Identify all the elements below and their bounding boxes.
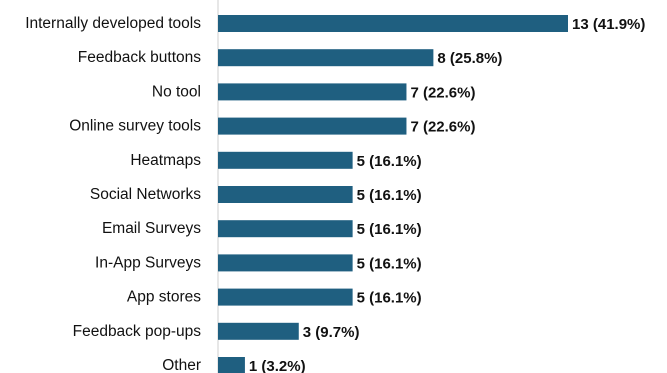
bar-social-networks <box>218 186 353 203</box>
category-label-app-stores: App stores <box>127 289 201 306</box>
data-label-internally-developed-tools: 13 (41.9%) <box>572 16 645 33</box>
data-label-no-tool: 7 (22.6%) <box>410 84 475 101</box>
category-label-feedback-buttons: Feedback buttons <box>78 49 201 66</box>
category-label-no-tool: No tool <box>152 83 201 100</box>
data-label-heatmaps: 5 (16.1%) <box>357 153 422 170</box>
data-label-social-networks: 5 (16.1%) <box>357 187 422 204</box>
data-label-app-stores: 5 (16.1%) <box>357 290 422 307</box>
bar-feedback-pop-ups <box>218 322 299 340</box>
bar-heatmaps <box>218 151 353 169</box>
bar-feedback-buttons <box>218 49 434 67</box>
data-label-feedback-buttons: 8 (25.8%) <box>437 50 502 67</box>
data-label-in-app-surveys: 5 (16.1%) <box>357 255 422 272</box>
category-label-internally-developed-tools: Internally developed tools <box>25 15 201 32</box>
category-label-email-surveys: Email Surveys <box>102 220 201 237</box>
data-label-email-surveys: 5 (16.1%) <box>357 221 422 238</box>
category-label-social-networks: Social Networks <box>90 186 201 203</box>
bar-other <box>218 357 245 373</box>
data-label-feedback-pop-ups: 3 (9.7%) <box>303 324 360 341</box>
bar-app-stores <box>218 288 353 306</box>
category-label-in-app-surveys: In-App Surveys <box>95 254 201 271</box>
bars <box>218 15 568 373</box>
category-label-feedback-pop-ups: Feedback pop-ups <box>73 323 202 340</box>
category-labels: Internally developed tools Feedback butto… <box>25 15 201 373</box>
bar-no-tool <box>218 83 407 101</box>
data-labels: 13 (41.9%) 8 (25.8%) 7 (22.6%) 7 (22.6%) 5 (… <box>249 16 645 373</box>
bar-online-survey-tools <box>218 117 407 135</box>
category-label-online-survey-tools: Online survey tools <box>69 118 201 135</box>
category-label-other: Other <box>162 357 201 373</box>
category-label-heatmaps: Heatmaps <box>130 152 201 169</box>
data-label-online-survey-tools: 7 (22.6%) <box>410 119 475 136</box>
bar-email-surveys <box>218 220 353 238</box>
bar-internally-developed-tools <box>218 15 568 32</box>
bar-in-app-surveys <box>218 254 353 272</box>
data-label-other: 1 (3.2%) <box>249 358 306 373</box>
